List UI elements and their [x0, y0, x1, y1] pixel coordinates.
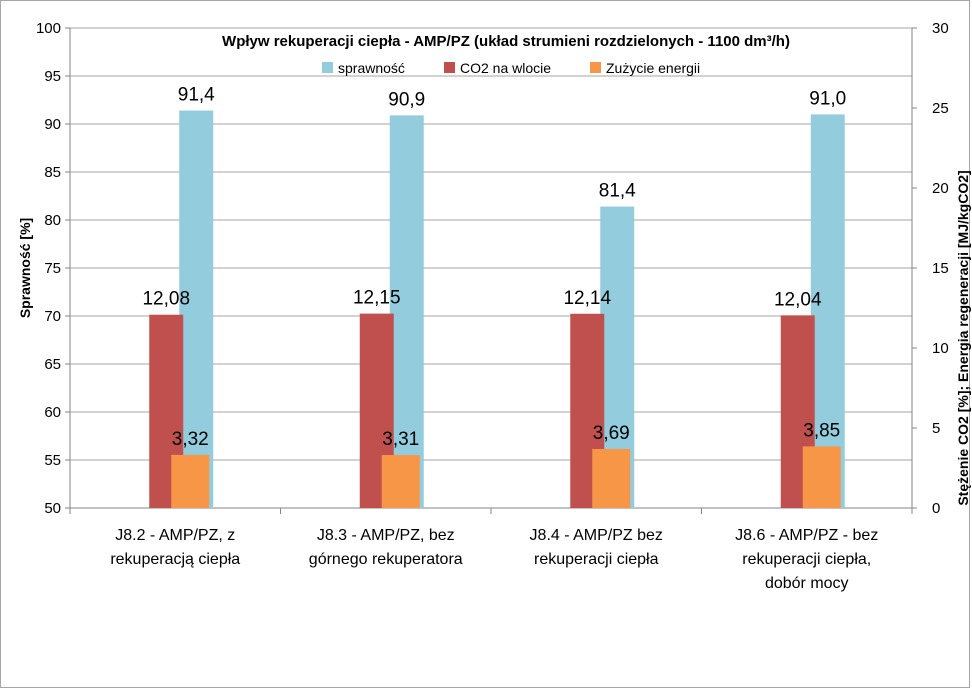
- data-label: 90,9: [388, 89, 425, 110]
- category-label: J8.2 - AMP/PZ, z: [115, 527, 235, 544]
- bar-zużycie-energii: [592, 448, 631, 508]
- right-axis-title: Stężenie CO2 [%]; Energia regeneracji [M…: [955, 170, 971, 505]
- legend-label: sprawność: [338, 60, 405, 76]
- bar-zużycie-energii: [802, 446, 841, 508]
- bar-sprawność: [389, 115, 424, 509]
- data-label: 91,0: [809, 88, 846, 109]
- right-tick-label: 20: [932, 180, 949, 197]
- right-tick-label: 25: [932, 100, 949, 117]
- right-tick-label: 0: [932, 500, 940, 517]
- left-axis-title: Sprawność [%]: [17, 218, 33, 318]
- data-label: 12,04: [774, 289, 822, 310]
- left-tick-label: 100: [36, 20, 61, 37]
- left-tick-label: 90: [44, 116, 61, 133]
- left-tick-label: 85: [44, 164, 61, 181]
- chart-title: Wpływ rekuperacji ciepła - AMP/PZ (układ…: [222, 33, 790, 50]
- right-tick-label: 5: [932, 420, 940, 437]
- data-label: 81,4: [599, 181, 636, 202]
- category-label: górnego rekuperatora: [309, 551, 463, 568]
- bar-sprawność: [810, 114, 845, 509]
- data-label: 3,69: [593, 423, 630, 444]
- legend-swatch: [590, 62, 601, 73]
- data-label: 91,4: [178, 85, 215, 106]
- data-label: 12,15: [353, 288, 401, 309]
- legend-swatch: [444, 62, 455, 73]
- left-tick-label: 65: [44, 356, 61, 373]
- data-label: 3,32: [172, 429, 209, 450]
- legend-swatch: [322, 62, 333, 73]
- legend-label: CO2 na wlocie: [460, 60, 551, 76]
- right-tick-label: 30: [932, 20, 949, 37]
- right-tick-label: 15: [932, 260, 949, 277]
- data-label: 3,31: [382, 429, 419, 450]
- right-tick-label: 10: [932, 340, 949, 357]
- legend-label: Zużycie energii: [606, 60, 700, 76]
- data-label: 3,85: [803, 420, 840, 441]
- category-label: rekuperacji ciepła: [534, 551, 659, 568]
- left-tick-label: 60: [44, 404, 61, 421]
- left-tick-label: 50: [44, 500, 61, 517]
- category-label: J8.3 - AMP/PZ, bez: [317, 527, 455, 544]
- category-label: rekuperacją ciepła: [110, 551, 240, 568]
- bar-zużycie-energii: [171, 454, 210, 508]
- category-label: dobór mocy: [765, 575, 849, 592]
- bar-sprawność: [179, 110, 214, 508]
- left-tick-label: 80: [44, 212, 61, 229]
- left-tick-label: 95: [44, 68, 61, 85]
- data-label: 12,08: [142, 289, 190, 310]
- category-label: J8.4 - AMP/PZ bez: [530, 527, 663, 544]
- left-tick-label: 55: [44, 452, 61, 469]
- bar-zużycie-energii: [381, 455, 420, 508]
- left-tick-label: 70: [44, 308, 61, 325]
- left-tick-label: 75: [44, 260, 61, 277]
- data-label: 12,14: [563, 288, 611, 309]
- category-label: J8.6 - AMP/PZ - bez: [735, 527, 878, 544]
- category-label: rekuperacji ciepła,: [742, 551, 871, 568]
